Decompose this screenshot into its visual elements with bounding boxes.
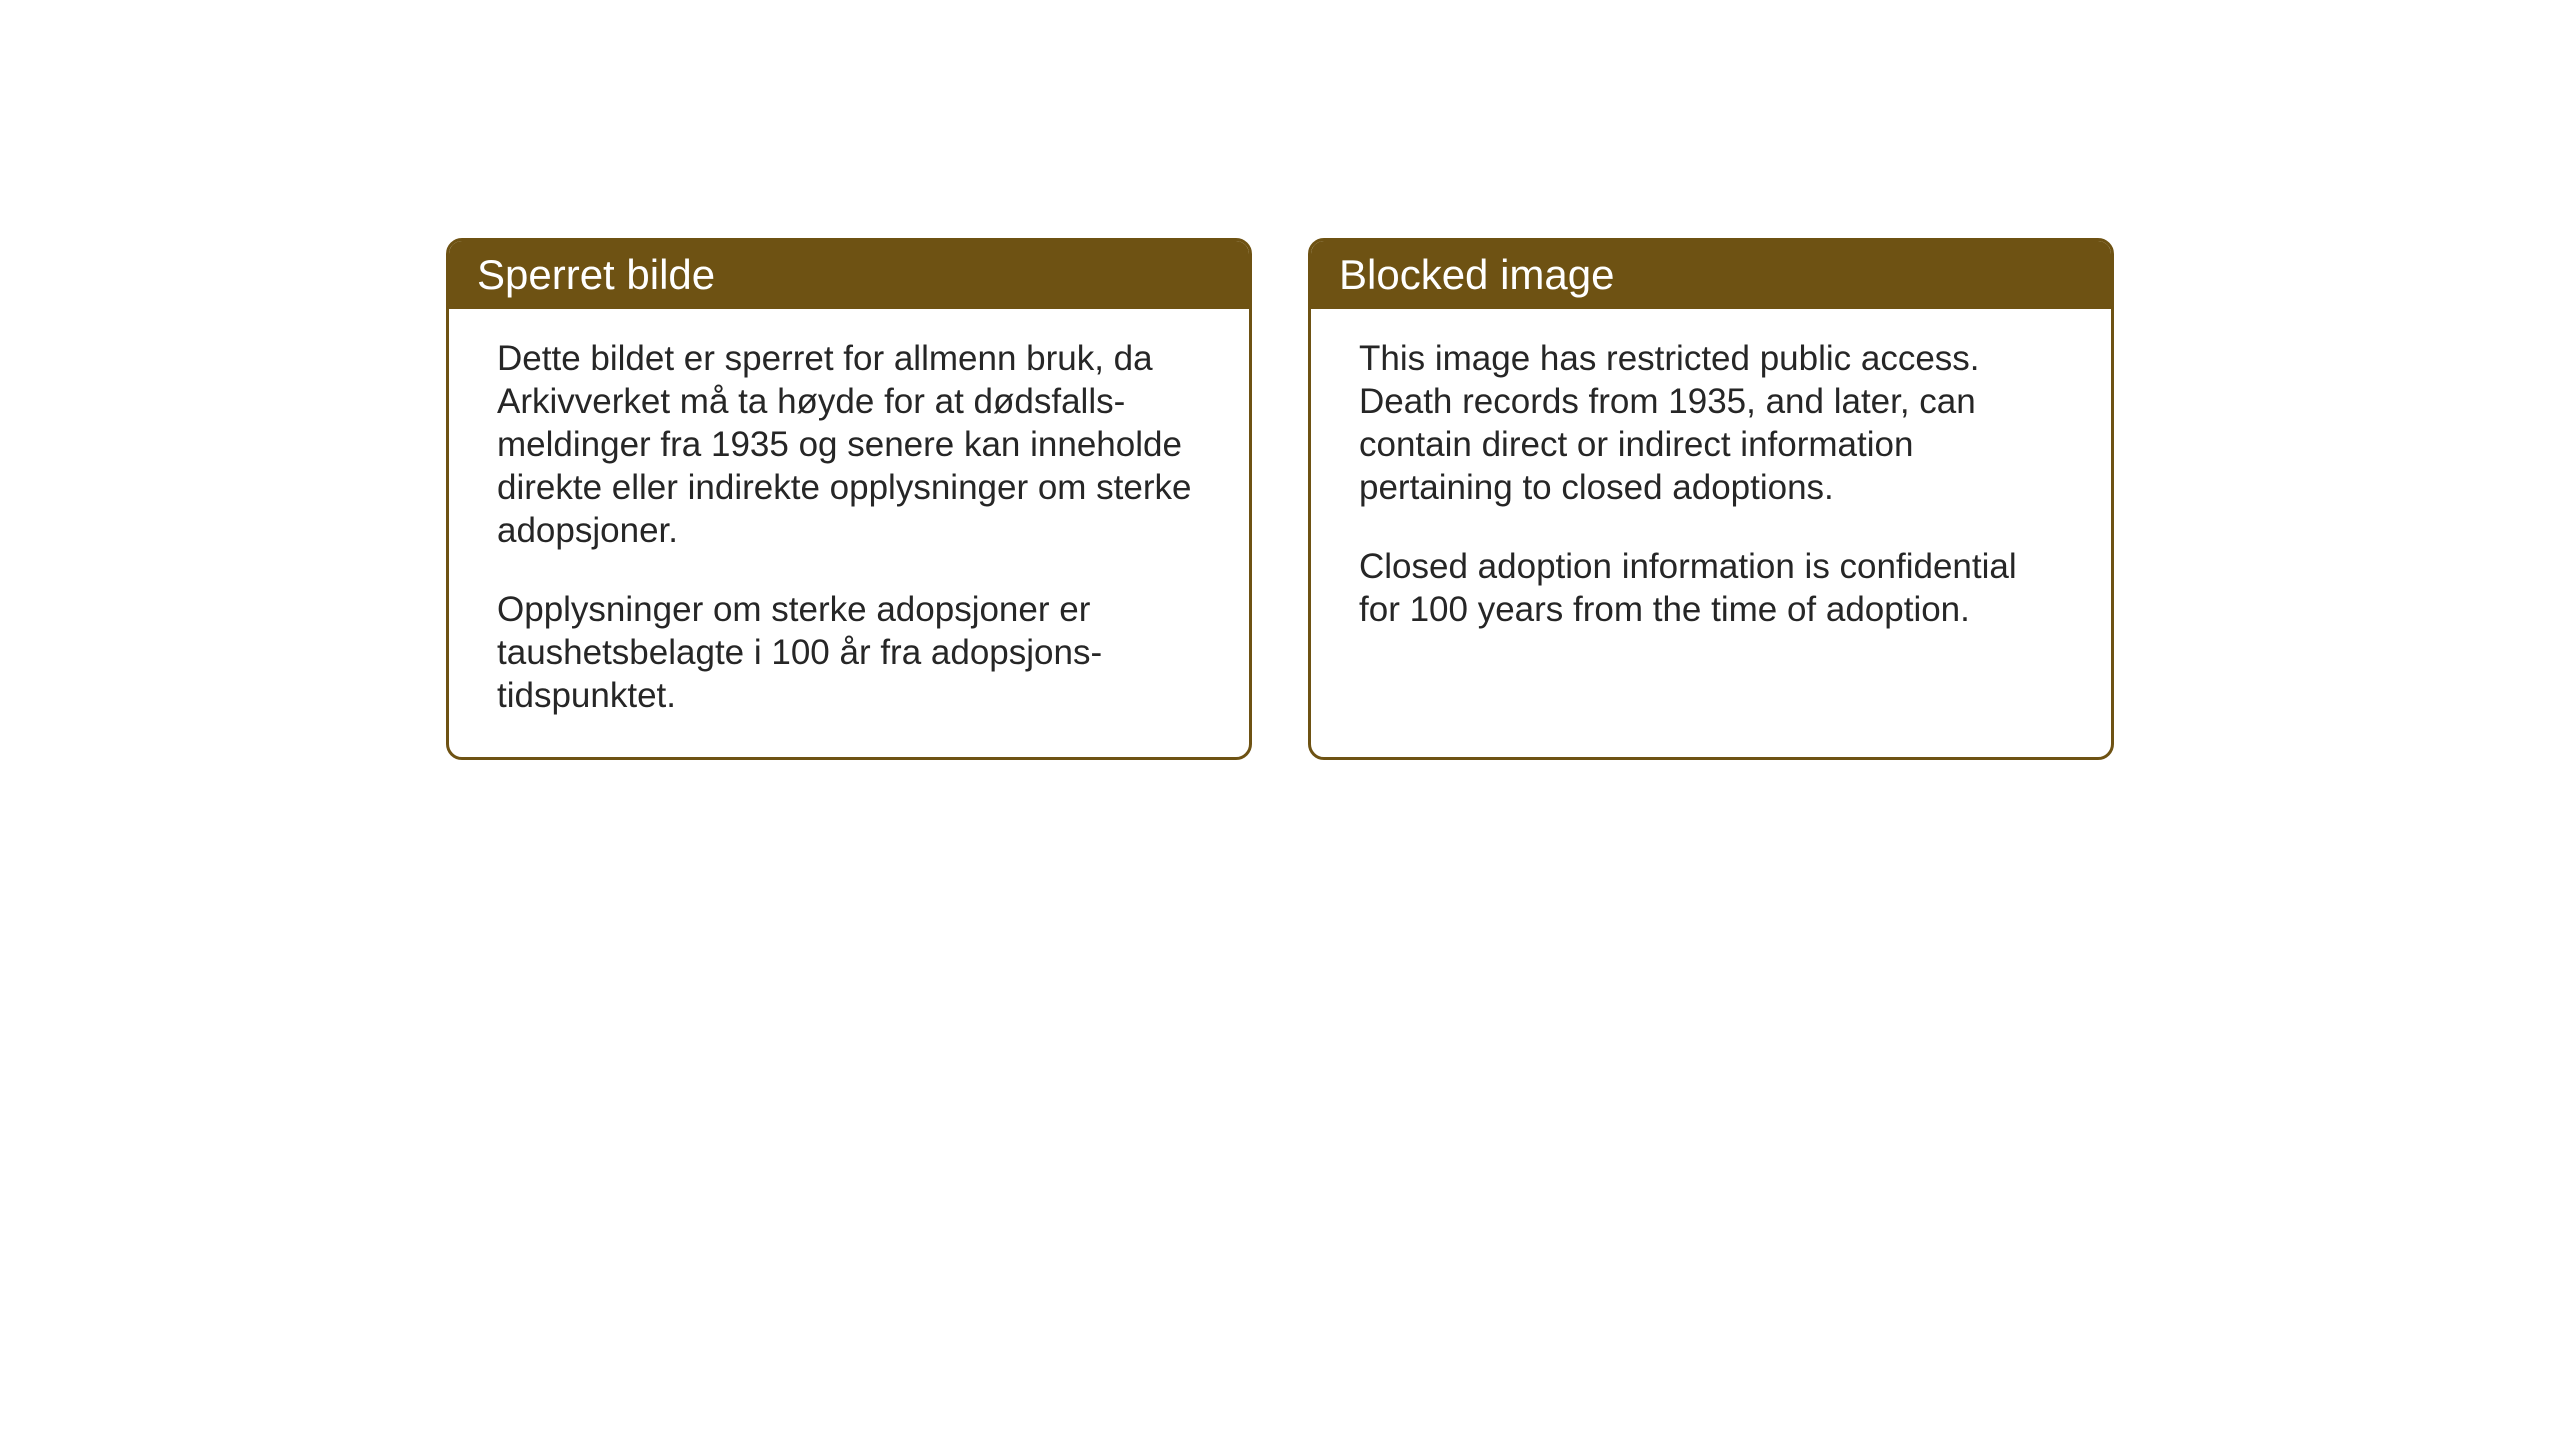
card-header-norwegian: Sperret bilde — [449, 241, 1249, 309]
notice-card-norwegian: Sperret bilde Dette bildet er sperret fo… — [446, 238, 1252, 760]
card-body-norwegian: Dette bildet er sperret for allmenn bruk… — [449, 309, 1249, 757]
card-paragraph-norwegian-2: Opplysninger om sterke adopsjoner er tau… — [497, 588, 1201, 717]
notice-cards-container: Sperret bilde Dette bildet er sperret fo… — [446, 238, 2114, 760]
card-body-english: This image has restricted public access.… — [1311, 309, 2111, 671]
card-paragraph-norwegian-1: Dette bildet er sperret for allmenn bruk… — [497, 337, 1201, 552]
card-header-english: Blocked image — [1311, 241, 2111, 309]
card-paragraph-english-2: Closed adoption information is confident… — [1359, 545, 2063, 631]
notice-card-english: Blocked image This image has restricted … — [1308, 238, 2114, 760]
card-title-norwegian: Sperret bilde — [477, 251, 715, 298]
card-title-english: Blocked image — [1339, 251, 1614, 298]
card-paragraph-english-1: This image has restricted public access.… — [1359, 337, 2063, 509]
